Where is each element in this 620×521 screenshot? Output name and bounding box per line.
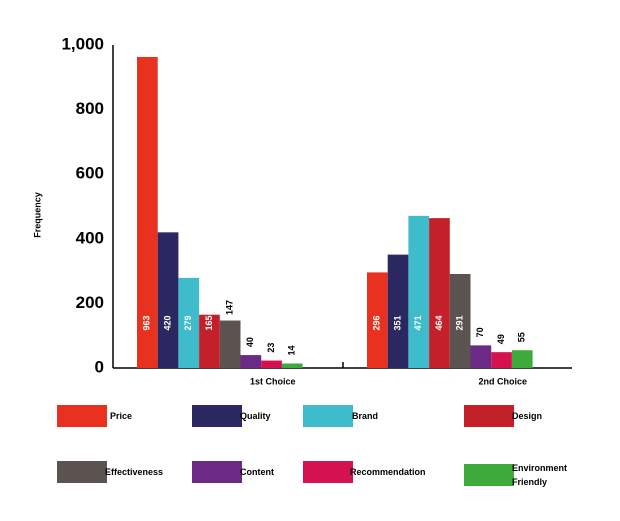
value-label: 420 (162, 315, 172, 330)
bar (199, 314, 220, 368)
bar (178, 277, 200, 368)
bar (387, 254, 409, 368)
value-label: 70 (475, 327, 485, 337)
y-tick-label: 400 (76, 228, 104, 247)
value-label: 351 (392, 315, 402, 330)
legend-item: Environment Friendly (464, 461, 582, 489)
legend-label: Quality (240, 411, 271, 421)
bar (470, 345, 492, 368)
legend-label: Effectiveness (105, 467, 164, 477)
legend-label: Recommendation (350, 467, 426, 477)
legend-swatch (192, 405, 242, 427)
bar (429, 218, 450, 368)
bar (219, 320, 241, 368)
bar (281, 363, 303, 368)
value-label: 55 (517, 332, 527, 342)
legend-label: Content (240, 467, 274, 477)
x-tick-label: 2nd Choice (479, 376, 528, 386)
bar (261, 360, 282, 368)
legend-swatch (303, 405, 353, 427)
value-label: 279 (183, 315, 193, 330)
legend-swatch (192, 461, 242, 483)
value-label: 14 (287, 345, 297, 355)
bar (449, 274, 471, 368)
bar (491, 352, 512, 368)
value-label: 471 (413, 315, 423, 330)
value-label: 296 (372, 315, 382, 330)
legend-label: Price (110, 411, 133, 421)
y-tick-label: 600 (76, 164, 104, 183)
legend-label: Environment Friendly (512, 463, 568, 487)
legend-swatch (464, 464, 514, 486)
legend-swatch (57, 461, 107, 483)
legend-item: Brand (303, 405, 422, 427)
value-label: 464 (434, 315, 444, 330)
legend-swatch (303, 461, 353, 483)
legend-item: Price (57, 405, 180, 427)
y-tick-label: 200 (76, 293, 104, 312)
legend-item: Effectiveness (57, 461, 175, 483)
bar (157, 232, 179, 368)
value-label: 291 (455, 315, 465, 330)
legend-item: Recommendation (303, 461, 426, 483)
y-tick-label: 0 (95, 357, 104, 376)
bar (408, 215, 430, 368)
legend-swatch (57, 405, 107, 427)
y-tick-label: 800 (76, 99, 104, 118)
value-label: 165 (204, 315, 214, 330)
legend-swatch (464, 405, 514, 427)
value-label: 23 (266, 343, 276, 353)
bar (367, 272, 388, 368)
bar (137, 56, 158, 369)
y-axis-label: Frequency (32, 192, 42, 238)
legend-label: Design (512, 411, 543, 421)
legend-label: Brand (352, 411, 379, 421)
value-label: 963 (142, 315, 152, 330)
x-tick-label: 1st Choice (250, 376, 296, 386)
bar (511, 350, 533, 368)
value-label: 49 (496, 334, 506, 344)
y-tick-label: 1,000 (61, 34, 104, 53)
legend-item: Design (464, 405, 582, 427)
value-label: 147 (225, 300, 235, 315)
legend-item: Quality (192, 405, 310, 427)
bar (240, 355, 262, 368)
value-label: 40 (245, 337, 255, 347)
legend-item: Content (192, 461, 310, 483)
